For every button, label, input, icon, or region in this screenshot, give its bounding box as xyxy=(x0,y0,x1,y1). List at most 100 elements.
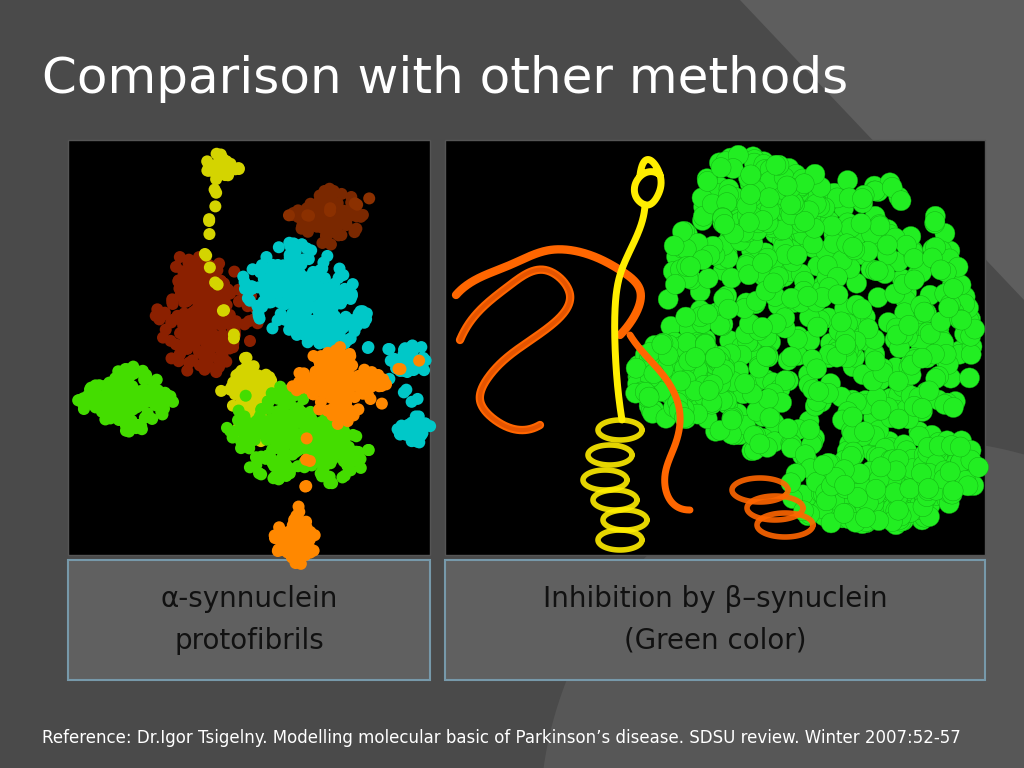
Circle shape xyxy=(312,354,325,366)
Circle shape xyxy=(256,379,268,391)
Circle shape xyxy=(678,224,697,244)
Text: Comparison with other methods: Comparison with other methods xyxy=(42,55,848,103)
Circle shape xyxy=(247,263,259,275)
Circle shape xyxy=(887,318,906,338)
Circle shape xyxy=(272,415,285,428)
Circle shape xyxy=(254,403,266,415)
Circle shape xyxy=(215,148,226,161)
Circle shape xyxy=(675,221,694,241)
Circle shape xyxy=(856,395,876,415)
Circle shape xyxy=(344,350,356,362)
Circle shape xyxy=(130,394,141,406)
Circle shape xyxy=(728,210,749,230)
Circle shape xyxy=(217,286,229,299)
Circle shape xyxy=(322,438,333,450)
Circle shape xyxy=(347,446,359,458)
Circle shape xyxy=(881,408,901,428)
Circle shape xyxy=(731,202,752,222)
Circle shape xyxy=(964,475,984,495)
Circle shape xyxy=(758,211,778,231)
Circle shape xyxy=(831,387,851,407)
Circle shape xyxy=(318,336,331,348)
Circle shape xyxy=(717,391,736,411)
Circle shape xyxy=(684,372,705,392)
Circle shape xyxy=(90,398,102,410)
Circle shape xyxy=(819,250,840,270)
Circle shape xyxy=(788,183,809,203)
Circle shape xyxy=(939,298,958,318)
Circle shape xyxy=(794,281,814,301)
Circle shape xyxy=(156,309,168,320)
Circle shape xyxy=(113,366,124,377)
Circle shape xyxy=(332,197,344,209)
Circle shape xyxy=(290,435,302,448)
Circle shape xyxy=(936,262,956,282)
Circle shape xyxy=(401,355,414,367)
Circle shape xyxy=(175,285,187,297)
Circle shape xyxy=(284,467,296,479)
Circle shape xyxy=(313,281,326,293)
Circle shape xyxy=(131,395,143,407)
Circle shape xyxy=(847,273,866,293)
Circle shape xyxy=(792,174,812,194)
Circle shape xyxy=(306,459,317,472)
Circle shape xyxy=(208,166,220,177)
Circle shape xyxy=(754,429,774,449)
Circle shape xyxy=(315,354,327,366)
Circle shape xyxy=(249,426,260,438)
Circle shape xyxy=(202,354,214,366)
Circle shape xyxy=(626,383,645,403)
Circle shape xyxy=(324,319,336,332)
Circle shape xyxy=(323,201,334,213)
Circle shape xyxy=(680,257,700,276)
Circle shape xyxy=(814,485,834,505)
Circle shape xyxy=(233,428,246,439)
Circle shape xyxy=(925,344,944,364)
Circle shape xyxy=(653,359,673,380)
Circle shape xyxy=(723,372,743,392)
Circle shape xyxy=(943,279,964,299)
Circle shape xyxy=(200,345,212,356)
Circle shape xyxy=(198,266,210,278)
Circle shape xyxy=(364,193,375,204)
Circle shape xyxy=(868,420,889,440)
Circle shape xyxy=(308,439,321,450)
Circle shape xyxy=(362,341,375,353)
Circle shape xyxy=(319,222,332,233)
Circle shape xyxy=(749,320,769,340)
Circle shape xyxy=(293,501,304,512)
Circle shape xyxy=(298,456,310,468)
Circle shape xyxy=(295,306,307,317)
Circle shape xyxy=(710,420,730,440)
Circle shape xyxy=(730,212,750,232)
Circle shape xyxy=(291,384,303,396)
Circle shape xyxy=(373,380,385,392)
Circle shape xyxy=(735,373,755,394)
Circle shape xyxy=(403,353,416,365)
Circle shape xyxy=(921,324,940,344)
Circle shape xyxy=(669,400,689,421)
Circle shape xyxy=(272,284,285,296)
Circle shape xyxy=(865,436,885,456)
Circle shape xyxy=(345,197,357,209)
Circle shape xyxy=(697,169,717,189)
Circle shape xyxy=(344,210,356,222)
Circle shape xyxy=(757,327,777,347)
Circle shape xyxy=(346,314,358,326)
Circle shape xyxy=(323,224,334,236)
Circle shape xyxy=(227,338,239,349)
Circle shape xyxy=(692,393,712,413)
Circle shape xyxy=(767,189,787,209)
Circle shape xyxy=(409,421,421,432)
Circle shape xyxy=(319,437,331,449)
Circle shape xyxy=(298,462,310,473)
Circle shape xyxy=(200,329,211,340)
Circle shape xyxy=(371,370,382,382)
Circle shape xyxy=(879,313,898,333)
Circle shape xyxy=(853,193,872,213)
Circle shape xyxy=(272,424,284,436)
Circle shape xyxy=(301,204,313,216)
Circle shape xyxy=(280,458,292,470)
Circle shape xyxy=(858,477,878,497)
Circle shape xyxy=(911,463,932,483)
